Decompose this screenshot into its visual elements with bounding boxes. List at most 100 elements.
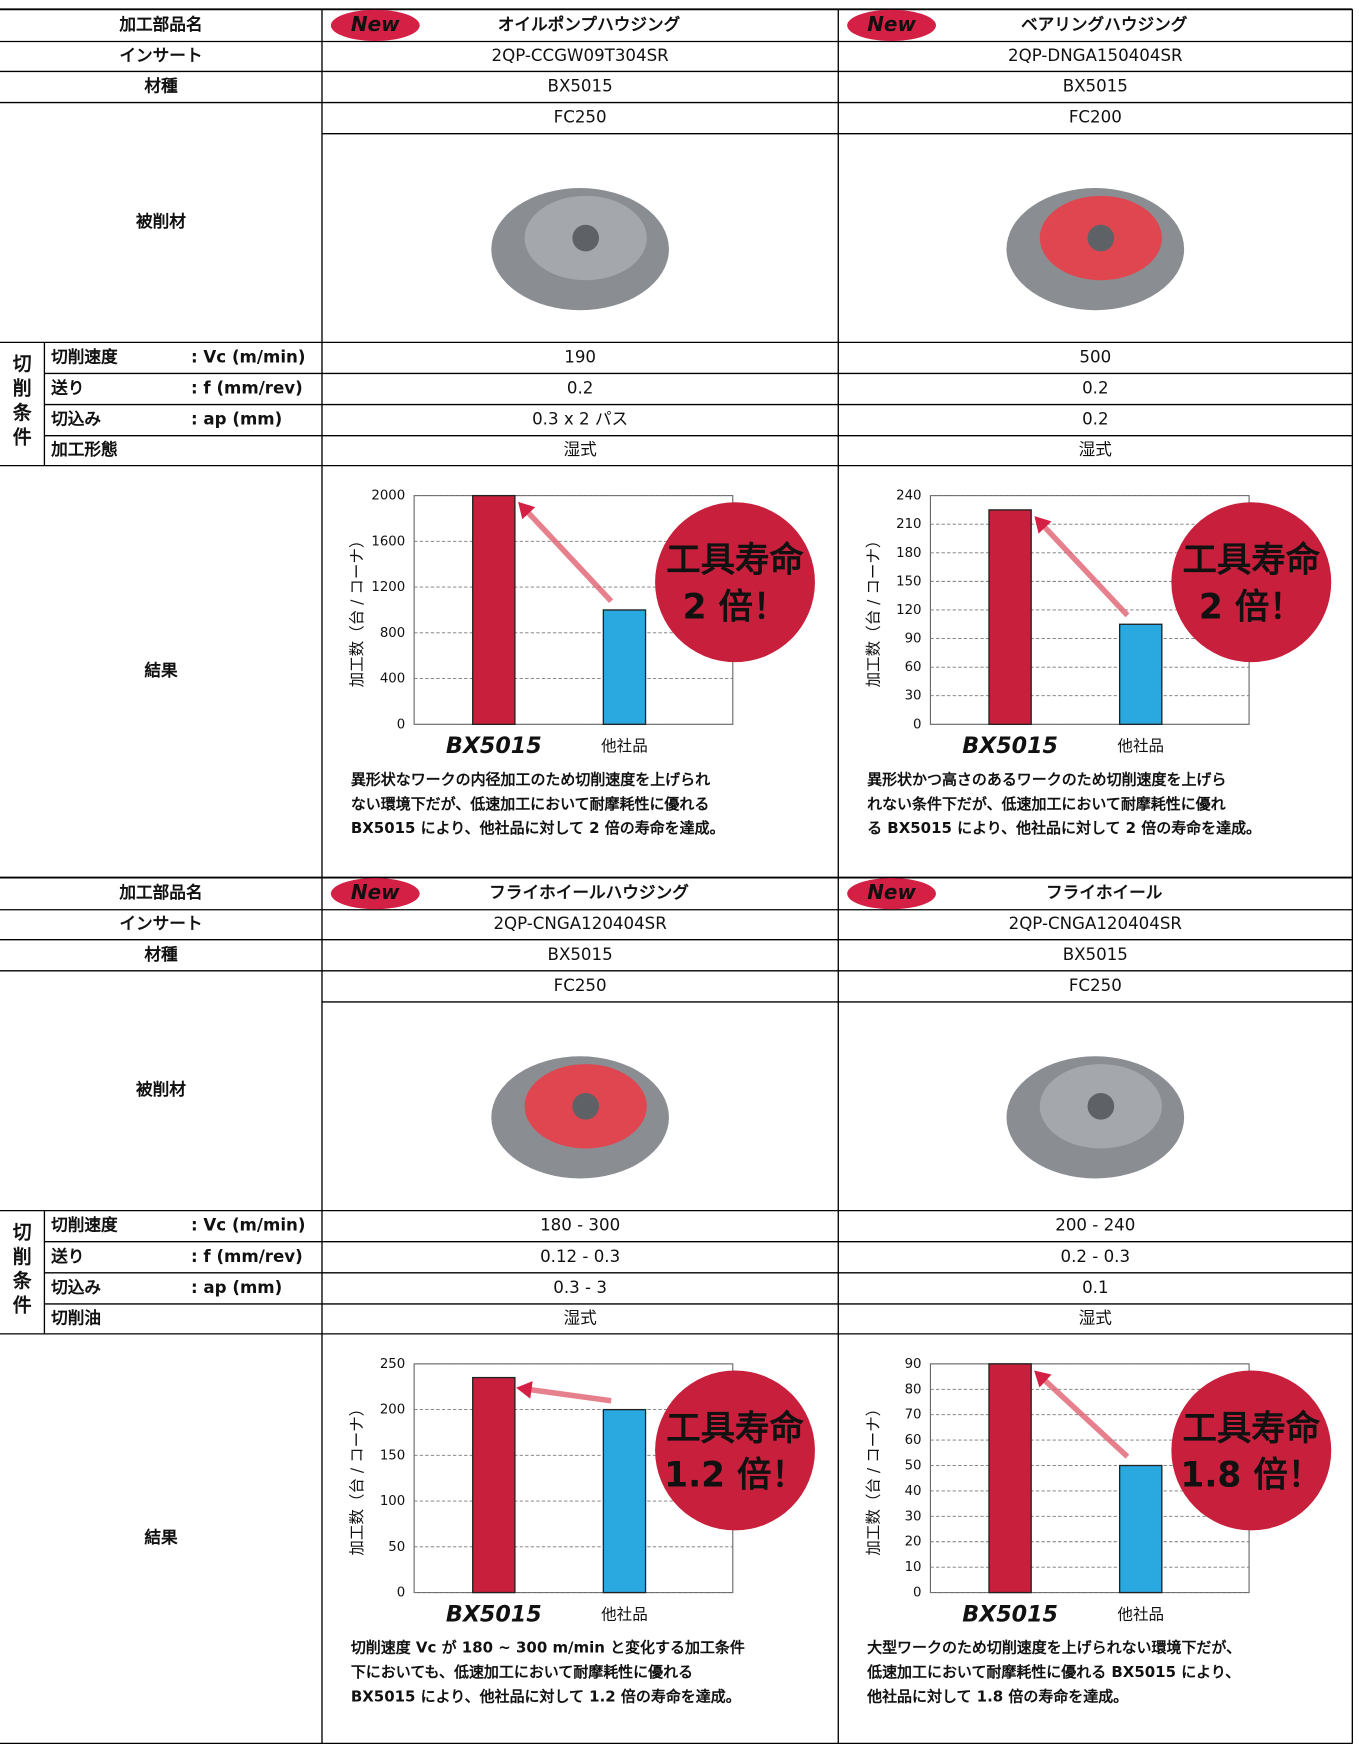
y-tick-label: 0 — [913, 1586, 921, 1601]
label: 被削材 — [136, 211, 186, 231]
speed: 500 — [1079, 347, 1111, 366]
caption: 大型ワークのため切削速度を上げられない環境下だが、 — [867, 1639, 1241, 1657]
condition-label: 送り — [51, 378, 84, 398]
callout: 工具寿命 — [1182, 1409, 1320, 1449]
y-tick-label: 90 — [905, 1357, 922, 1372]
condition-char: 切 — [13, 353, 32, 375]
bar — [603, 610, 645, 724]
insert: 2QP-DNGA150404SR — [1008, 46, 1183, 65]
caption: BX5015 により、他社品に対して 2 倍の寿命を達成。 — [351, 819, 725, 837]
insert: 2QP-CNGA120404SR — [1009, 914, 1183, 933]
label: インサート — [119, 46, 202, 65]
y-tick-label: 1200 — [371, 580, 405, 595]
insert: 2QP-CNGA120404SR — [493, 914, 667, 933]
bar — [989, 1364, 1031, 1593]
y-tick-label: 10 — [905, 1560, 922, 1575]
page: 加工部品名インサート材種被削材結果切削条件切削速度: Vc (m/min)送り:… — [0, 0, 1359, 1744]
material: FC250 — [1069, 976, 1122, 995]
caption: 異形状かつ高さのあるワークのため切削速度を上げら — [867, 770, 1226, 788]
speed: 180 - 300 — [540, 1216, 620, 1235]
x-tick-label: 他社品 — [1117, 737, 1164, 755]
depth: 0.3 x 2 パス — [532, 410, 628, 429]
callout: 工具寿命 — [666, 1409, 804, 1449]
bar — [1120, 624, 1162, 724]
y-tick-label: 150 — [380, 1448, 405, 1463]
x-tick-label: 他社品 — [601, 1605, 648, 1623]
callout-badge — [655, 502, 815, 662]
part-image-hole — [1088, 225, 1115, 252]
x-tick-label: 他社品 — [1117, 1605, 1164, 1623]
feed: 0.2 — [1082, 379, 1108, 398]
callout-badge — [655, 1371, 815, 1531]
y-axis-label: 加工数（台 / コーナ） — [348, 1401, 366, 1556]
condition-unit: : Vc (m/min) — [191, 347, 306, 366]
x-tick-label: BX5015 — [962, 733, 1058, 759]
trend-arrow — [523, 1389, 611, 1401]
y-tick-label: 50 — [388, 1540, 405, 1555]
speed: 190 — [564, 347, 596, 366]
depth: 0.2 — [1082, 410, 1108, 429]
bar — [603, 1410, 645, 1593]
caption: 他社品に対して 1.8 倍の寿命を達成。 — [866, 1687, 1128, 1705]
y-tick-label: 60 — [905, 1433, 922, 1448]
caption: 低速加工において耐摩耗性に優れる BX5015 により、 — [866, 1663, 1240, 1681]
coolant: 湿式 — [563, 1308, 597, 1327]
condition-label: 切込み — [51, 1278, 101, 1297]
y-tick-label: 150 — [896, 574, 921, 589]
condition-char: 切 — [13, 1221, 32, 1243]
y-tick-label: 20 — [905, 1535, 922, 1550]
y-tick-label: 0 — [397, 1586, 405, 1601]
x-tick-label: BX5015 — [446, 733, 542, 759]
part-name: ベアリングハウジング — [1021, 14, 1188, 34]
y-tick-label: 250 — [380, 1357, 405, 1372]
y-tick-label: 1600 — [371, 534, 405, 549]
condition-label: 送り — [51, 1246, 84, 1266]
caption: BX5015 により、他社品に対して 1.2 倍の寿命を達成。 — [351, 1687, 741, 1705]
y-tick-label: 30 — [905, 1509, 922, 1524]
bar — [989, 510, 1031, 724]
y-tick-label: 120 — [896, 603, 921, 618]
callout: 工具寿命 — [666, 541, 804, 581]
callout: 1.8 倍！ — [1180, 1456, 1322, 1496]
callout-badge — [1171, 502, 1331, 662]
label: 被削材 — [136, 1079, 186, 1099]
callout: 工具寿命 — [1182, 541, 1320, 581]
condition-char: 条 — [13, 401, 32, 424]
part-name: フライホイールハウジング — [489, 882, 689, 902]
arrow-head — [516, 1381, 533, 1399]
condition-label: 切込み — [51, 410, 101, 429]
y-tick-label: 240 — [896, 489, 921, 504]
condition-label: 切削油 — [51, 1307, 101, 1327]
label: 加工部品名 — [118, 14, 202, 34]
y-tick-label: 90 — [905, 632, 922, 647]
y-axis-label: 加工数（台 / コーナ） — [864, 533, 882, 688]
y-tick-label: 80 — [905, 1382, 922, 1397]
y-tick-label: 800 — [380, 626, 405, 641]
part-name: フライホイール — [1046, 883, 1163, 902]
coolant: 湿式 — [563, 440, 597, 459]
caption: 切削速度 Vc が 180 ~ 300 m/min と変化する加工条件 — [351, 1639, 745, 1657]
material: FC200 — [1069, 108, 1122, 127]
caption: ない環境下だが、低速加工において耐摩耗性に優れる — [351, 795, 709, 813]
condition-unit: : ap (mm) — [191, 1278, 282, 1297]
y-tick-label: 400 — [380, 672, 405, 687]
y-tick-label: 180 — [896, 546, 921, 561]
new-badge-text: New — [867, 880, 916, 904]
y-tick-label: 0 — [913, 717, 921, 732]
y-tick-label: 70 — [905, 1408, 922, 1423]
bar — [1120, 1466, 1162, 1593]
insert: 2QP-CCGW09T304SR — [492, 46, 670, 65]
condition-unit: : Vc (m/min) — [191, 1216, 306, 1235]
condition-char: 件 — [13, 1294, 32, 1317]
label: 材種 — [144, 944, 178, 964]
condition-unit: : f (mm/rev) — [191, 379, 303, 398]
part-image-hole — [572, 1093, 599, 1120]
y-tick-label: 100 — [380, 1494, 405, 1509]
label: 材種 — [144, 76, 178, 96]
grade: BX5015 — [548, 945, 613, 964]
caption: 異形状なワークの内径加工のため切削速度を上げられ — [351, 770, 710, 788]
condition-label: 切削速度 — [51, 1215, 118, 1235]
y-tick-label: 0 — [397, 717, 405, 732]
trend-arrow — [1039, 521, 1127, 615]
y-tick-label: 2000 — [371, 489, 405, 504]
